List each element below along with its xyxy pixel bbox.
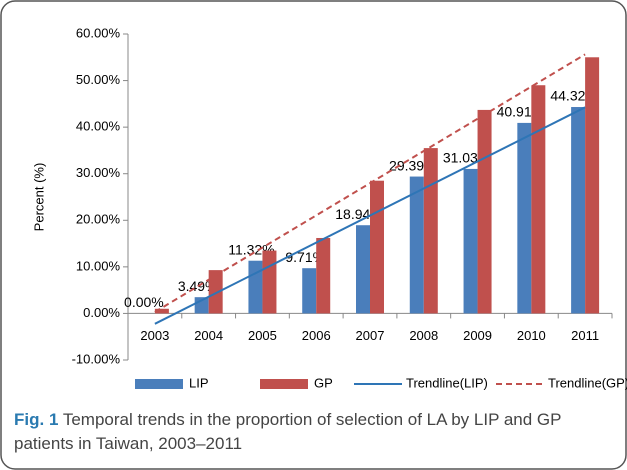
legend-label: GP	[314, 375, 333, 390]
bar	[585, 57, 600, 314]
trendline	[154, 53, 586, 313]
y-tick-label: 50.00%	[76, 72, 121, 87]
x-tick-label: 2011	[571, 328, 599, 343]
bar	[370, 180, 384, 314]
bar	[571, 107, 586, 314]
x-tick-label: 2006	[302, 328, 331, 343]
x-tick-label: 2007	[356, 328, 385, 343]
x-tick-label: 2010	[517, 328, 546, 343]
x-tick-label: 2008	[409, 328, 438, 343]
caption-label: Fig. 1	[14, 410, 59, 429]
y-tick-label: 20.00%	[76, 212, 121, 227]
bar	[423, 148, 438, 314]
y-axis-label: Percent (%)	[31, 163, 46, 232]
legend-label: Trendline(GP)	[548, 375, 627, 390]
y-tick-label: 40.00%	[76, 119, 121, 134]
legend-label: LIP	[189, 375, 209, 390]
caption: Fig. 1 Temporal trends in the proportion…	[14, 408, 614, 456]
x-tick-label: 2005	[248, 328, 277, 343]
caption-text: Temporal trends in the proportion of sel…	[14, 410, 562, 453]
legend-swatch	[135, 379, 183, 389]
trendline	[154, 106, 586, 325]
y-tick-label: 30.00%	[76, 165, 121, 180]
y-tick-label: -10.00%	[72, 351, 121, 366]
bar	[208, 270, 223, 314]
bar	[531, 85, 546, 314]
x-tick-label: 2009	[463, 328, 492, 343]
data-label: 0.00%	[124, 294, 164, 310]
x-tick-label: 2003	[140, 328, 169, 343]
bar	[316, 237, 331, 314]
y-tick-label: 10.00%	[76, 258, 121, 273]
bar	[409, 176, 424, 314]
bar	[262, 250, 277, 314]
y-tick-label: 60.00%	[76, 25, 121, 40]
bar	[463, 168, 478, 314]
bar	[477, 109, 492, 314]
x-tick-label: 2004	[194, 328, 223, 343]
bar	[302, 268, 317, 314]
bar	[154, 308, 169, 314]
bar	[248, 260, 263, 314]
bar	[517, 122, 532, 314]
legend-swatch	[260, 379, 308, 389]
legend-label: Trendline(LIP)	[406, 375, 488, 390]
bar	[356, 225, 370, 314]
y-tick-label: 0.00%	[83, 305, 120, 320]
